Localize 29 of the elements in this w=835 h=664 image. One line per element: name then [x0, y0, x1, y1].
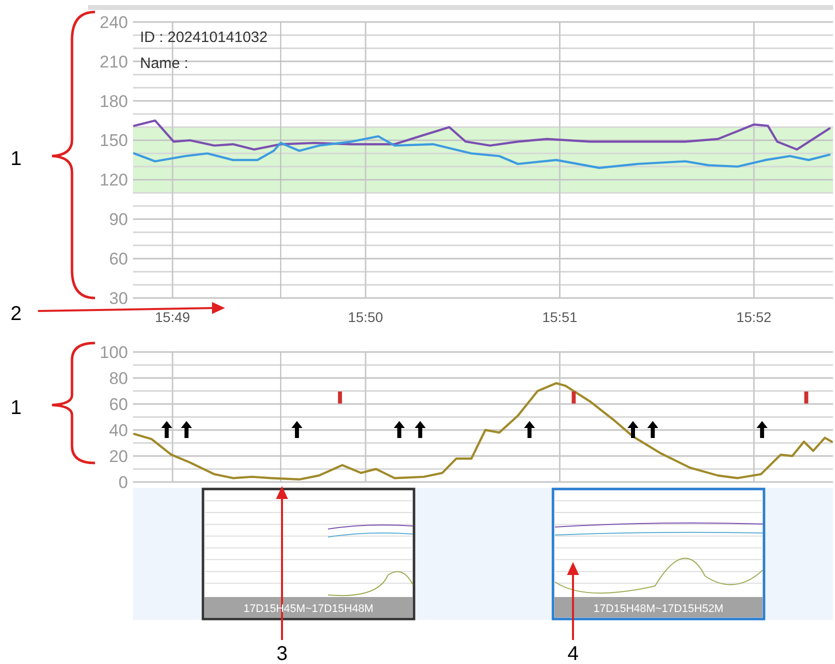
x-tick-label: 15:49: [155, 309, 190, 325]
y-tick-label: 240: [100, 12, 128, 32]
y-tick-label: 20: [109, 446, 128, 466]
y-tick-label: 90: [109, 210, 128, 230]
x-tick-label: 15:51: [542, 309, 578, 325]
line-series: [133, 119, 831, 151]
y-tick-label: 60: [109, 250, 128, 269]
x-tick-label: 15:52: [736, 309, 772, 325]
text: 2: [10, 303, 22, 325]
text: 3: [276, 643, 288, 664]
line-series: [133, 382, 833, 480]
text: 1: [10, 148, 22, 170]
text: 1: [10, 397, 22, 419]
text: 4: [567, 643, 579, 664]
annotation: Name :: [140, 55, 188, 72]
y-tick-label: 80: [109, 368, 128, 388]
y-tick-label: 150: [100, 131, 128, 150]
annotation: ID : 202410141032: [140, 29, 268, 46]
line-series: [133, 135, 831, 169]
y-tick-label: 180: [100, 92, 128, 111]
y-tick-label: 210: [100, 52, 128, 72]
x-tick-label: 15:50: [348, 309, 384, 325]
y-tick-label: 100: [100, 342, 128, 362]
y-tick-label: 30: [109, 288, 128, 308]
y-tick-label: 60: [109, 394, 128, 414]
y-tick-label: 0: [118, 472, 128, 492]
y-tick-label: 120: [100, 170, 128, 190]
y-tick-label: 40: [109, 420, 128, 440]
text: 17D15H48M~17D15H52M: [594, 603, 724, 615]
